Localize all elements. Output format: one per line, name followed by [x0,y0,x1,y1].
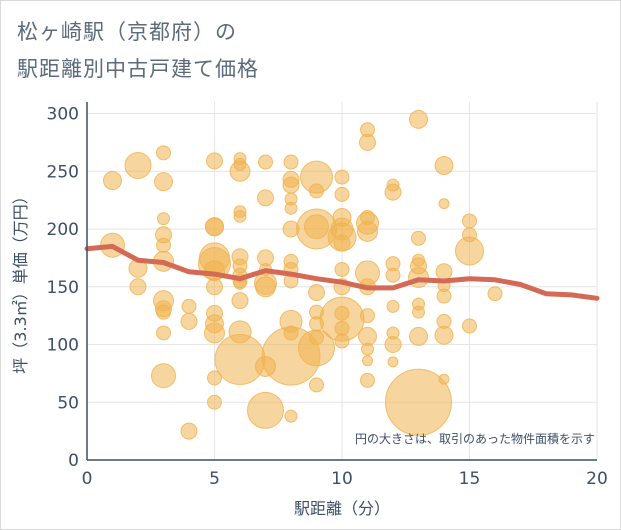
bubble-point [207,370,222,386]
bubble-point [304,214,329,240]
bubble-point [434,156,454,176]
bubble-point [154,172,173,192]
bubble-point [387,356,399,368]
bubble-point [435,263,453,281]
bubble-point [157,212,170,226]
average-line-layer [84,243,600,301]
x-axis-title: 駅距離（分） [294,499,390,518]
bubble-point [334,169,350,185]
bubble-point [359,133,376,151]
bubble-point [151,363,176,389]
y-axis-title: 坪（3.3㎡）単価（万円） [11,188,30,373]
y-tick-label: 100 [47,336,79,356]
y-tick-label: 50 [57,393,79,413]
bubble-point [247,391,284,429]
x-tick-label: 15 [459,469,481,489]
bubble-size-note: 円の大きさは、取引のあった物件面積を示す [355,431,595,446]
bubble-point [205,217,224,237]
bubble-point [334,261,350,277]
x-tick-label: 5 [209,469,220,489]
bubble-point [207,394,222,410]
chart-title-line-1: 松ヶ崎駅（京都府）の [17,20,237,44]
bubble-point [487,286,503,302]
bubble-point [284,409,298,423]
bubble-point [129,278,147,296]
bubble-point [386,299,400,313]
bubble-point [284,201,298,215]
bubble-point [384,183,402,201]
bubble-point [180,422,198,440]
bubble-point [334,333,350,349]
x-tick-label: 0 [82,469,93,489]
bubble-point [308,284,325,302]
bubble-point [360,372,375,388]
bubble-point [333,234,351,252]
bubble-point [298,329,335,367]
bubble-point [233,209,247,223]
bubble-point [181,298,197,314]
x-tick-label: 10 [331,469,353,489]
bubble-point [206,278,223,296]
bubble-point [283,154,299,170]
bubble-point [385,267,401,283]
bubble-point [438,373,450,385]
bubble-point [156,304,171,320]
bubble-point [357,220,378,242]
bubble-point [156,325,171,341]
bubble-point [361,342,374,356]
bubble-point [412,305,425,319]
bubble-point [206,152,223,170]
x-tick-label: 20 [586,469,608,489]
bubble-point [436,288,452,304]
chart-title-line-2: 駅距離別中古戸建て価格 [17,57,259,81]
bubble-point [180,312,198,330]
bubble-point [409,326,428,346]
bubble-point [384,336,402,354]
bubble-point [411,230,426,246]
bubble-point [360,308,375,324]
bubble-point [334,320,350,336]
y-tick-label: 250 [47,162,79,182]
bubble-point [362,355,373,367]
bubble-point [409,109,428,129]
bubble-point [229,160,251,182]
bubble-point [255,276,276,298]
bubble-point [282,176,300,194]
bubble-point [334,186,350,202]
bubble-point [231,292,249,310]
bubble-point [258,154,273,170]
bubble-point [434,325,454,345]
bubble-point [385,368,452,436]
bubble-point [309,377,324,393]
y-tick-label: 200 [47,220,79,240]
bubble-point [462,213,477,229]
bubble-point [309,183,324,199]
bubble-point [156,145,171,161]
bubble-point [257,189,274,207]
bubble-point [156,237,171,253]
bubble-point [462,318,477,334]
bubble-point [214,334,266,386]
bubble-point [103,171,122,191]
bubble-point [455,236,484,266]
y-tick-label: 0 [68,451,79,471]
average-line [84,243,600,301]
bubble-point [204,322,225,344]
y-tick-label: 300 [47,105,79,125]
y-tick-label: 150 [47,278,79,298]
axes [86,102,597,461]
bubble-point [124,152,152,180]
bubble-point [438,198,450,210]
